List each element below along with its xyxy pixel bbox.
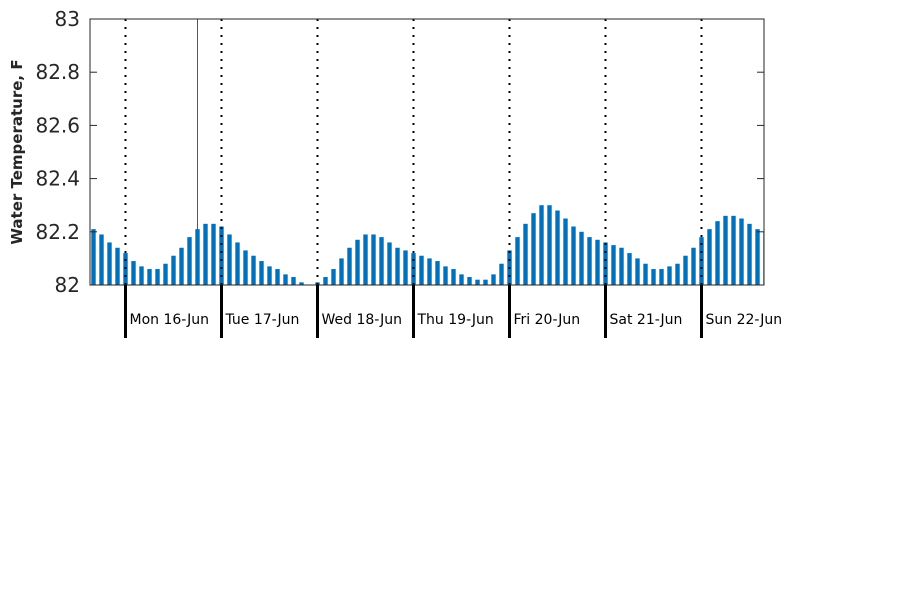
day-label: Mon 16-Jun [130, 312, 210, 328]
temperature-bar [403, 250, 408, 285]
temperature-bar [443, 266, 448, 285]
temperature-bar [571, 226, 576, 285]
temperature-bar [619, 247, 624, 285]
temperature-bar [251, 255, 256, 285]
day-label: Wed 18-Jun [322, 312, 403, 328]
temperature-bar [299, 282, 304, 285]
x-axis-day-labels: Mon 16-Jun Tue 17-Jun Wed 18-Jun Thu 19-Jun… [124, 285, 783, 338]
temperature-bar [659, 269, 664, 285]
temperature-bar [219, 226, 224, 285]
temperature-bar [707, 229, 712, 285]
temperature-bar [643, 263, 648, 285]
temperature-bar [347, 247, 352, 285]
bar-series [91, 205, 764, 285]
day-label: Thu 19-Jun [417, 312, 494, 328]
temperature-bar [275, 269, 280, 285]
y-tick-label: 83 [55, 7, 80, 31]
temperature-bar [179, 247, 184, 285]
temperature-bar [123, 253, 128, 285]
temperature-bar [211, 223, 216, 285]
temperature-bar [635, 258, 640, 285]
temperature-bar [499, 263, 504, 285]
temperature-bar [587, 237, 592, 285]
temperature-bar [531, 213, 536, 285]
temperature-bar [339, 258, 344, 285]
y-tick-label: 82.2 [35, 220, 80, 244]
plot-frame [89, 18, 765, 286]
y-tick-label: 82.4 [35, 167, 80, 191]
y-axis: 82 82.2 82.4 82.6 82.8 83 [35, 7, 764, 297]
temperature-bar [203, 223, 208, 285]
temperature-bar [555, 210, 560, 285]
temperature-bar [651, 269, 656, 285]
temperature-bar [611, 245, 616, 285]
temperature-bar [355, 239, 360, 285]
y-axis-label: Water Temperature, F [8, 59, 26, 244]
temperature-bar [715, 221, 720, 285]
temperature-bar [731, 215, 736, 285]
temperature-bar [419, 255, 424, 285]
temperature-bar [99, 234, 104, 285]
temperature-bar [331, 269, 336, 285]
temperature-bar [243, 250, 248, 285]
temperature-bar [323, 277, 328, 285]
y-tick-label: 82 [55, 273, 80, 297]
day-label: Sun 22-Jun [706, 312, 783, 328]
temperature-bar [603, 242, 608, 285]
temperature-bar [523, 223, 528, 285]
temperature-bar [475, 279, 480, 285]
temperature-bar [627, 253, 632, 285]
temperature-bar [235, 242, 240, 285]
day-label: Fri 20-Jun [514, 312, 581, 328]
temperature-bar [363, 234, 368, 285]
temperature-bar [491, 274, 496, 285]
temperature-bar [675, 263, 680, 285]
y-tick-label: 82.6 [35, 113, 80, 137]
temperature-bar [147, 269, 152, 285]
temperature-bar [563, 218, 568, 285]
temperature-bar [739, 218, 744, 285]
temperature-bar [379, 237, 384, 285]
temperature-bar [371, 234, 376, 285]
temperature-bar [547, 205, 552, 285]
temperature-bar [155, 269, 160, 285]
temperature-bar [395, 247, 400, 285]
temperature-bar [435, 261, 440, 285]
temperature-bar [115, 247, 120, 285]
temperature-bar [163, 263, 168, 285]
temperature-bar [451, 269, 456, 285]
temperature-bar [459, 274, 464, 285]
temperature-bar [411, 253, 416, 285]
temperature-bar [131, 261, 136, 285]
temperature-bar [91, 229, 96, 285]
temperature-bar [723, 215, 728, 285]
temperature-bar [691, 247, 696, 285]
temperature-bar [139, 266, 144, 285]
temperature-bar [755, 229, 760, 285]
temperature-bar [267, 266, 272, 285]
temperature-bar [259, 261, 264, 285]
y-tick-label: 82.8 [35, 60, 80, 84]
temperature-bar [187, 237, 192, 285]
temperature-bar [427, 258, 432, 285]
temperature-bar [747, 223, 752, 285]
day-label: Sat 21-Jun [610, 312, 683, 328]
temperature-bar [107, 242, 112, 285]
temperature-bar [683, 255, 688, 285]
temperature-bar [667, 266, 672, 285]
temperature-bar [291, 277, 296, 285]
temperature-bar [539, 205, 544, 285]
temperature-bar [283, 274, 288, 285]
temperature-bar [515, 237, 520, 285]
temperature-bar [579, 231, 584, 285]
day-label: Tue 17-Jun [225, 312, 300, 328]
temperature-bar [467, 277, 472, 285]
temperature-bar [227, 234, 232, 285]
temperature-bar [699, 237, 704, 285]
temperature-bar [483, 279, 488, 285]
temperature-bar [595, 239, 600, 285]
temperature-bar [171, 255, 176, 285]
temperature-bar [387, 242, 392, 285]
